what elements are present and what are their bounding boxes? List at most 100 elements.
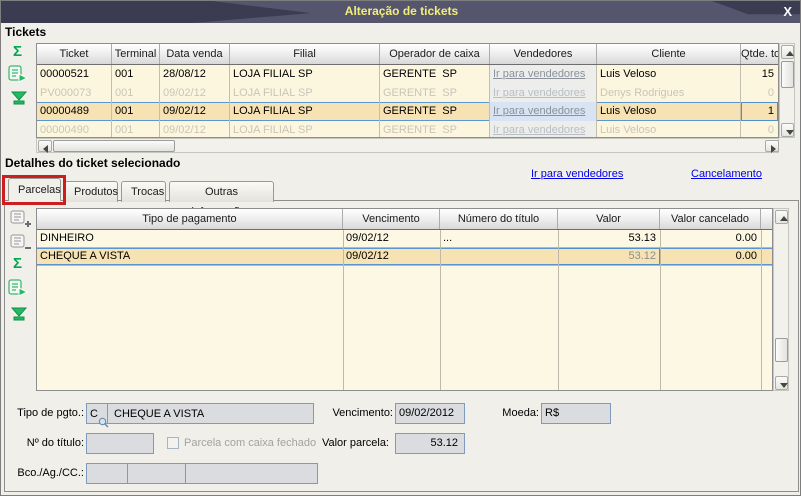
cell-valor-focused[interactable]: 53.12 [558,248,660,265]
column-header-ticket[interactable]: Ticket [37,44,112,64]
tickets-vertical-scrollbar[interactable] [779,43,795,138]
field-divider [107,404,108,423]
tickets-section-label: Tickets [5,25,47,39]
cell-ticket: 00000490 [37,120,112,137]
remove-row-icon[interactable] [10,234,31,258]
table-row[interactable]: 00000490 001 09/02/12 LOJA FILIAL SP GER… [37,120,778,137]
tickets-horizontal-scrollbar[interactable] [36,138,779,153]
magnifier-icon[interactable] [98,415,109,433]
cell-qtde: 15 [761,68,774,80]
ir-para-vendedores-link[interactable]: Ir para vendedores [493,68,586,80]
column-header-operador[interactable]: Operador de caixa [380,44,490,64]
column-header-numero-titulo[interactable]: Número do título [440,209,558,229]
export-icon[interactable] [8,65,29,89]
title-bar: Alteração de tickets X [1,1,800,23]
cell-vendedores: Ir para vendedores [490,102,597,121]
banco-agencia-conta-label: Bco./Ag./CC.: [17,467,84,479]
ir-para-vendedores-link[interactable]: Ir para vendedores [493,105,586,117]
sum-icon[interactable]: Σ [13,255,23,272]
scroll-down-button[interactable] [775,376,788,390]
tab-outras-informacoes[interactable]: Outras informações [169,181,274,218]
column-header-filler [761,209,772,229]
scroll-left-button[interactable] [38,140,52,153]
scrollbar-thumb[interactable] [775,338,788,362]
column-header-cliente[interactable]: Cliente [597,44,741,64]
cell-cliente: Luis Veloso [597,65,741,84]
column-header-valor-cancelado[interactable]: Valor cancelado [660,209,761,229]
scroll-up-button[interactable] [781,45,794,59]
parcelas-table: Tipo de pagamento Vencimento Número do t… [36,208,773,391]
cell-cliente: Denys Rodrigues [597,83,741,102]
column-header-data-venda[interactable]: Data venda [160,44,230,64]
cancelamento-link[interactable]: Cancelamento [691,168,762,180]
arrow-right-icon [771,145,776,153]
add-row-icon[interactable] [10,210,31,234]
banco-agencia-conta-field[interactable] [86,463,318,484]
window-title: Alteração de tickets [344,4,459,18]
column-separator [343,230,344,390]
column-header-vencimento[interactable]: Vencimento [343,209,440,229]
column-header-valor[interactable]: Valor [558,209,660,229]
cell-vencimento: 09/02/12 [346,250,389,262]
ir-para-vendedores-link[interactable]: Ir para vendedores [493,123,586,136]
tipo-pgto-field[interactable]: C CHEQUE A VISTA [86,403,314,424]
cell-valor-cancelado: 0.00 [735,232,757,244]
cell-numero-titulo: ... [443,232,453,244]
scroll-up-button[interactable] [775,210,788,224]
valor-parcela-label: Valor parcela: [321,437,389,449]
field-divider [127,464,128,483]
export-icon[interactable] [8,279,29,303]
column-header-filial[interactable]: Filial [230,44,380,64]
arrow-up-icon [780,216,788,221]
moeda-label: Moeda: [502,407,539,419]
parcelas-vertical-scrollbar[interactable] [773,208,789,391]
cell-ticket: 00000521 [37,65,112,84]
column-header-vendedores[interactable]: Vendedores [490,44,597,64]
parcela-row[interactable]: DINHEIRO 09/02/12 ... 53.13 0.00 [37,230,772,248]
filter-icon[interactable] [10,307,28,326]
scrollbar-thumb[interactable] [781,61,794,88]
table-row-selected[interactable]: 00000489 001 09/02/12 LOJA FILIAL SP GER… [37,102,778,121]
cell-operador: GERENTE SP [380,83,490,102]
column-header-qtde[interactable]: Qtde. tot [741,44,778,64]
cell-filial: LOJA FILIAL SP [230,65,380,84]
cell-filial: LOJA FILIAL SP [230,102,380,121]
parcela-row-selected[interactable]: CHEQUE A VISTA 09/02/12 53.12 0.00 [37,248,772,266]
parcela-caixa-fechado-label: Parcela com caixa fechado [184,437,317,449]
cell-tipo-pagamento: DINHEIRO [40,232,94,244]
scroll-down-button[interactable] [781,123,794,137]
table-row[interactable]: PV000073 001 09/02/12 LOJA FILIAL SP GER… [37,83,778,102]
cell-vencimento: 09/02/12 [346,232,389,244]
tab-parcelas[interactable]: Parcelas [8,178,61,201]
cell-ticket: PV000073 [37,83,112,102]
cell-vendedores: Ir para vendedores [490,83,597,102]
filter-icon[interactable] [10,91,28,110]
cell-terminal: 001 [112,83,160,102]
cell-operador: GERENTE SP [380,120,490,137]
ir-para-vendedores-link[interactable]: Ir para vendedores [493,86,586,99]
cell-data-venda: 09/02/12 [160,102,230,121]
numero-titulo-field[interactable] [86,433,154,454]
tab-trocas[interactable]: Trocas [121,181,166,202]
tab-produtos[interactable]: Produtos [64,181,118,202]
tickets-table: Ticket Terminal Data venda Filial Operad… [36,43,779,138]
vencimento-field[interactable]: 09/02/2012 [395,403,465,424]
valor-parcela-field[interactable]: 53.12 [395,433,465,454]
sum-icon[interactable]: Σ [13,43,23,60]
column-header-tipo-pagamento[interactable]: Tipo de pagamento [37,209,343,229]
scroll-right-button[interactable] [765,140,779,153]
vencimento-label: Vencimento: [332,407,393,419]
parcela-caixa-fechado-checkbox[interactable] [167,437,179,449]
table-row[interactable]: 00000521 001 28/08/12 LOJA FILIAL SP GER… [37,65,778,84]
scrollbar-thumb[interactable] [53,140,175,152]
cell-operador: GERENTE SP [380,65,490,84]
moeda-field[interactable]: R$ [541,403,611,424]
cell-filial: LOJA FILIAL SP [230,83,380,102]
column-separator [440,230,441,390]
close-icon[interactable]: X [783,4,792,19]
cell-data-venda: 09/02/12 [160,83,230,102]
numero-titulo-label: Nº do título: [26,437,84,449]
ir-para-vendedores-action-link[interactable]: Ir para vendedores [531,168,624,180]
cell-qtde-focused[interactable]: 1 [741,102,778,121]
column-header-terminal[interactable]: Terminal [112,44,160,64]
